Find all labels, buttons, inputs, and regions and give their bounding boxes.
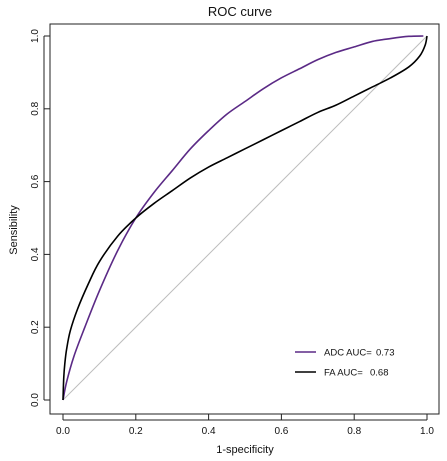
y-tick-label-1: 0.2 [30,320,41,334]
y-axis-title: Sensibility [8,205,20,255]
legend-label-fa: FA AUC= [324,368,363,379]
plot-frame [49,23,440,415]
y-tick-label-3: 0.6 [30,174,41,188]
x-tick-label-1: 0.2 [129,426,143,437]
x-tick-label-2: 0.4 [202,426,216,437]
series-layer [62,35,428,401]
x-axis-title: 1-specificity [216,444,274,456]
x-tick-label-5: 1.0 [420,426,434,437]
chart-title: ROC curve [208,4,272,19]
x-tick-label-4: 0.8 [347,426,361,437]
legend: ADC AUC= 0.73 FA AUC= 0.68 [295,348,395,379]
series-line-fa [62,35,428,401]
x-tick-label-3: 0.6 [274,426,288,437]
legend-auc-adc: 0.73 [376,348,395,359]
reference-diagonal-line [62,35,428,401]
axes-layer: 0.0 0.2 0.4 0.6 0.8 1.0 0.0 0.2 0.4 0.6 0.8 1.0 [30,29,434,437]
y-tick-label-4: 0.8 [30,101,41,115]
y-tick-label-5: 1.0 [30,29,41,43]
series-line-adc [62,35,424,401]
y-tick-label-0: 0.0 [30,393,41,407]
x-tick-label-0: 0.0 [56,426,70,437]
y-tick-label-2: 0.4 [30,247,41,261]
legend-label-adc: ADC AUC= [324,348,372,359]
legend-auc-fa: 0.68 [370,368,389,379]
